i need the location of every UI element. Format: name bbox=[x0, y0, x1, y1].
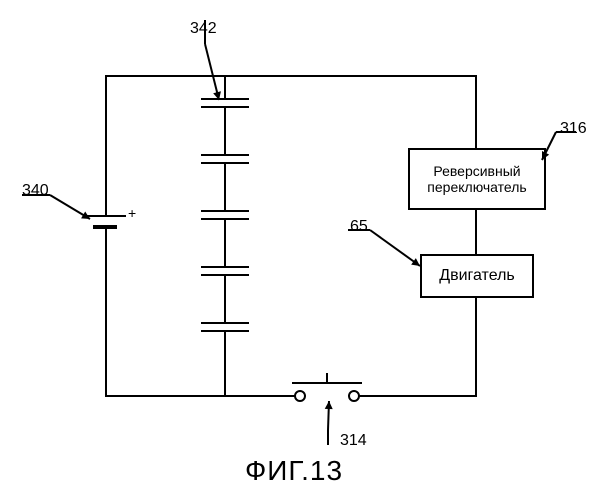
leader-lines bbox=[0, 0, 596, 500]
figure-title: ФИГ.13 bbox=[245, 455, 343, 487]
circuit-diagram: + Реверсивный переключатель Двигатель 34… bbox=[0, 0, 596, 500]
